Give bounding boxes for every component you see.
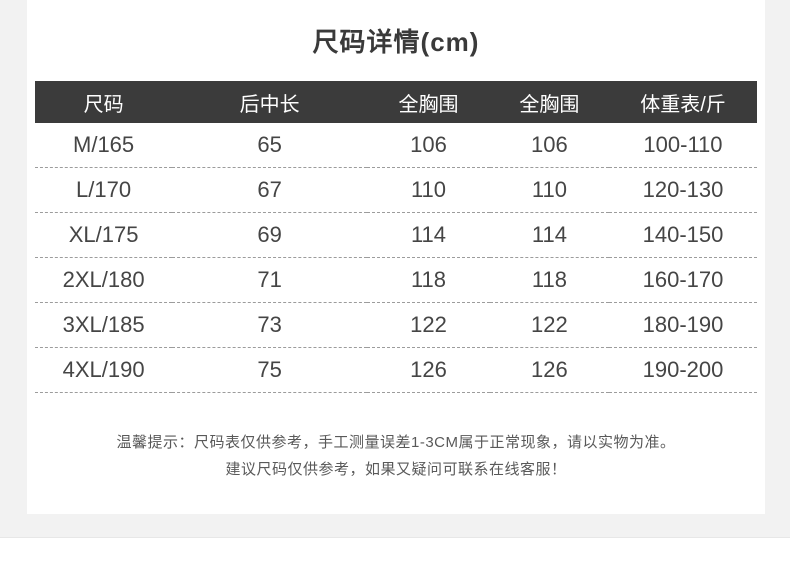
size-cell: M/165: [35, 123, 173, 168]
column-header: 尺码: [83, 93, 124, 116]
size-table-body: M/165 65 106 106 100-110 L/170 67 110 110 120-130…: [35, 123, 757, 393]
size-cell: 4XL/190: [35, 347, 173, 393]
notes-block: 温馨提示：尺码表仅供参考，手工测量误差1-3CM属于正常现象，请以实物为准。 建…: [27, 429, 765, 483]
value-cell: 106: [489, 123, 609, 168]
value-cell: 122: [489, 302, 609, 348]
value-cell: 180-190: [608, 302, 757, 348]
table-row: 4XL/190 75 126 126 190-200: [35, 347, 757, 393]
table-header-row: 尺码 后中长 全胸围 全胸围 体重表/斤: [35, 81, 757, 123]
size-chart-title: 尺码详情(cm): [312, 27, 480, 57]
notes-line-1: 温馨提示：尺码表仅供参考，手工测量误差1-3CM属于正常现象，请以实物为准。: [116, 434, 676, 451]
value-cell: 118: [367, 257, 490, 303]
value-cell: 100-110: [608, 123, 757, 168]
column-header: 后中长: [239, 93, 300, 116]
bottom-strip: [0, 538, 790, 572]
value-cell: 160-170: [608, 257, 757, 303]
column-header: 体重表/斤: [640, 93, 726, 116]
value-cell: 140-150: [608, 212, 757, 258]
value-cell: 114: [367, 212, 490, 258]
value-cell: 71: [172, 257, 368, 303]
value-cell: 75: [172, 347, 368, 393]
table-row: M/165 65 106 106 100-110: [35, 123, 757, 168]
size-cell: XL/175: [35, 212, 173, 258]
value-cell: 114: [489, 212, 609, 258]
value-cell: 106: [367, 123, 490, 168]
table-row: XL/175 69 114 114 140-150: [35, 212, 757, 258]
column-header: 全胸围: [519, 93, 580, 116]
table-row: 2XL/180 71 118 118 160-170: [35, 257, 757, 303]
table-row: L/170 67 110 110 120-130: [35, 167, 757, 213]
value-cell: 110: [489, 167, 609, 213]
size-cell: 2XL/180: [35, 257, 173, 303]
value-cell: 67: [172, 167, 368, 213]
value-cell: 122: [367, 302, 490, 348]
value-cell: 69: [172, 212, 368, 258]
value-cell: 118: [489, 257, 609, 303]
size-chart-card: 尺码详情(cm) 尺码 后中长 全胸围 全胸围 体重表/斤 M/165 65 106 106 1…: [27, 0, 765, 514]
value-cell: 190-200: [608, 347, 757, 393]
table-row: 3XL/185 73 122 122 180-190: [35, 302, 757, 348]
value-cell: 120-130: [608, 167, 757, 213]
value-cell: 65: [172, 123, 368, 168]
value-cell: 73: [172, 302, 368, 348]
notes-line-2: 建议尺码仅供参考，如果又疑问可联系在线客服！: [225, 461, 567, 478]
column-header: 全胸围: [398, 93, 459, 116]
size-table: 尺码 后中长 全胸围 全胸围 体重表/斤 M/165 65 106 106 100-110 L/1…: [35, 81, 757, 393]
value-cell: 110: [367, 167, 490, 213]
size-cell: L/170: [35, 167, 173, 213]
value-cell: 126: [489, 347, 609, 393]
size-cell: 3XL/185: [35, 302, 173, 348]
value-cell: 126: [367, 347, 490, 393]
